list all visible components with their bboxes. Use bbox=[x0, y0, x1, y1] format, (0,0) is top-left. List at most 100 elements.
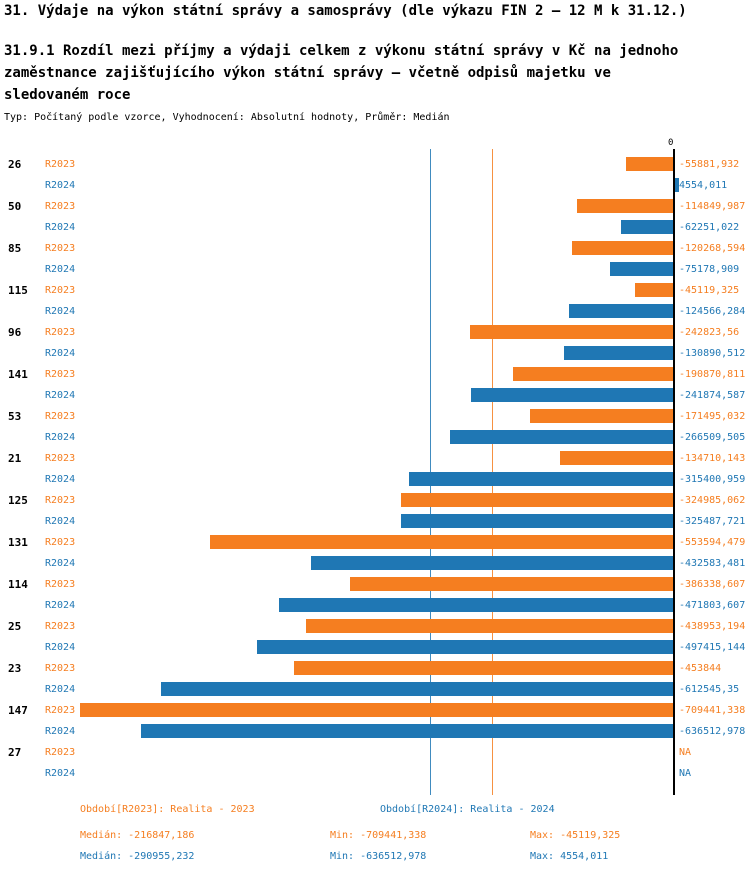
value-label: -241874,587 bbox=[679, 390, 746, 401]
chart-row: R2024 NA bbox=[0, 763, 750, 784]
category-label: 96 bbox=[8, 326, 22, 339]
category-label: 23 bbox=[8, 662, 22, 675]
series-label-r2023: R2023 bbox=[45, 243, 76, 254]
series-label-r2023: R2023 bbox=[45, 327, 76, 338]
value-label: -386338,607 bbox=[679, 579, 746, 590]
bar-chart: 0 26 R2023 -55881,932 R2024 4554,011 50 R2023 -… bbox=[0, 138, 750, 800]
series-label-r2024: R2024 bbox=[45, 474, 76, 485]
chart-row: 125 R2023 -324985,062 bbox=[0, 490, 750, 511]
value-label: -553594,479 bbox=[679, 537, 746, 548]
page-subtitle: 31.9.1 Rozdíl mezi příjmy a výdaji celke… bbox=[4, 43, 679, 103]
chart-row: 96 R2023 -242823,56 bbox=[0, 322, 750, 343]
chart-row: R2024 -432583,481 bbox=[0, 553, 750, 574]
value-label: -324985,062 bbox=[679, 495, 746, 506]
bar-r2023 bbox=[401, 493, 673, 507]
chart-row: R2024 -315400,959 bbox=[0, 469, 750, 490]
bar-r2023 bbox=[470, 325, 673, 339]
series-label-r2024: R2024 bbox=[45, 558, 76, 569]
value-label: -242823,56 bbox=[679, 327, 740, 338]
series-label-r2024: R2024 bbox=[45, 222, 76, 233]
value-label: 4554,011 bbox=[679, 180, 728, 191]
bar-r2023 bbox=[572, 241, 673, 255]
bar-r2024 bbox=[620, 220, 673, 234]
stat-median-r2024: Medián: -290955,232 bbox=[80, 851, 195, 862]
bar-r2024 bbox=[675, 178, 679, 192]
stat-median-r2023: Medián: -216847,186 bbox=[80, 830, 195, 841]
value-label: -45119,325 bbox=[679, 285, 740, 296]
bar-r2024 bbox=[140, 724, 673, 738]
value-label: NA bbox=[679, 747, 692, 758]
bar-r2024 bbox=[568, 304, 673, 318]
category-label: 131 bbox=[8, 536, 28, 549]
value-label: -114849,987 bbox=[679, 201, 746, 212]
bar-r2023 bbox=[80, 703, 673, 717]
bar-r2024 bbox=[470, 388, 673, 402]
category-label: 141 bbox=[8, 368, 28, 381]
zero-axis-label: 0 bbox=[668, 138, 674, 148]
bar-r2024 bbox=[257, 640, 673, 654]
bar-r2024 bbox=[409, 472, 673, 486]
bar-r2023 bbox=[626, 157, 673, 171]
series-label-r2023: R2023 bbox=[45, 747, 76, 758]
category-label: 53 bbox=[8, 410, 22, 423]
value-label: -453844 bbox=[679, 663, 722, 674]
bar-r2023 bbox=[577, 199, 673, 213]
page-title: 31. Výdaje na výkon státní správy a samo… bbox=[4, 3, 687, 19]
chart-row: 25 R2023 -438953,194 bbox=[0, 616, 750, 637]
series-label-r2024: R2024 bbox=[45, 432, 76, 443]
bar-r2024 bbox=[400, 514, 673, 528]
category-label: 114 bbox=[8, 578, 28, 591]
stat-min-r2023: Min: -709441,338 bbox=[330, 830, 427, 841]
chart-row: R2024 -471803,607 bbox=[0, 595, 750, 616]
bar-r2023 bbox=[306, 619, 673, 633]
chart-row: 26 R2023 -55881,932 bbox=[0, 154, 750, 175]
value-label: -171495,032 bbox=[679, 411, 746, 422]
value-label: -325487,721 bbox=[679, 516, 746, 527]
chart-row: 147 R2023 -709441,338 bbox=[0, 700, 750, 721]
value-label: -471803,607 bbox=[679, 600, 746, 611]
series-label-r2023: R2023 bbox=[45, 495, 76, 506]
chart-rows: 26 R2023 -55881,932 R2024 4554,011 50 R2023 -11… bbox=[0, 154, 750, 784]
bar-r2023 bbox=[210, 535, 673, 549]
bar-r2023 bbox=[635, 283, 673, 297]
value-label: -190870,811 bbox=[679, 369, 746, 380]
category-label: 147 bbox=[8, 704, 28, 717]
series-label-r2024: R2024 bbox=[45, 726, 76, 737]
value-label: -438953,194 bbox=[679, 621, 746, 632]
value-label: -315400,959 bbox=[679, 474, 746, 485]
value-label: NA bbox=[679, 768, 692, 779]
value-label: -75178,909 bbox=[679, 264, 740, 275]
chart-row: 85 R2023 -120268,594 bbox=[0, 238, 750, 259]
value-label: -124566,284 bbox=[679, 306, 746, 317]
series-label-r2023: R2023 bbox=[45, 285, 76, 296]
category-label: 25 bbox=[8, 620, 22, 633]
chart-row: 114 R2023 -386338,607 bbox=[0, 574, 750, 595]
chart-row: R2024 -62251,022 bbox=[0, 217, 750, 238]
chart-row: 53 R2023 -171495,032 bbox=[0, 406, 750, 427]
value-label: -266509,505 bbox=[679, 432, 746, 443]
chart-meta: Typ: Počítaný podle vzorce, Vyhodnocení:… bbox=[4, 112, 450, 123]
series-label-r2023: R2023 bbox=[45, 621, 76, 632]
category-label: 85 bbox=[8, 242, 22, 255]
value-label: -120268,594 bbox=[679, 243, 746, 254]
chart-row: R2024 -130890,512 bbox=[0, 343, 750, 364]
chart-row: R2024 -241874,587 bbox=[0, 385, 750, 406]
series-label-r2023: R2023 bbox=[45, 159, 76, 170]
category-label: 26 bbox=[8, 158, 22, 171]
chart-row: R2024 -266509,505 bbox=[0, 427, 750, 448]
category-label: 27 bbox=[8, 746, 22, 759]
bar-r2023 bbox=[560, 451, 673, 465]
bar-r2024 bbox=[610, 262, 673, 276]
chart-row: R2024 -325487,721 bbox=[0, 511, 750, 532]
series-label-r2024: R2024 bbox=[45, 348, 76, 359]
series-label-r2023: R2023 bbox=[45, 369, 76, 380]
series-label-r2024: R2024 bbox=[45, 516, 76, 527]
chart-row: R2024 -497415,144 bbox=[0, 637, 750, 658]
value-label: -636512,978 bbox=[679, 726, 746, 737]
stat-min-r2024: Min: -636512,978 bbox=[330, 851, 427, 862]
zero-axis-line bbox=[673, 149, 675, 795]
chart-row: R2024 4554,011 bbox=[0, 175, 750, 196]
bar-r2024 bbox=[563, 346, 673, 360]
series-label-r2023: R2023 bbox=[45, 663, 76, 674]
series-label-r2024: R2024 bbox=[45, 390, 76, 401]
